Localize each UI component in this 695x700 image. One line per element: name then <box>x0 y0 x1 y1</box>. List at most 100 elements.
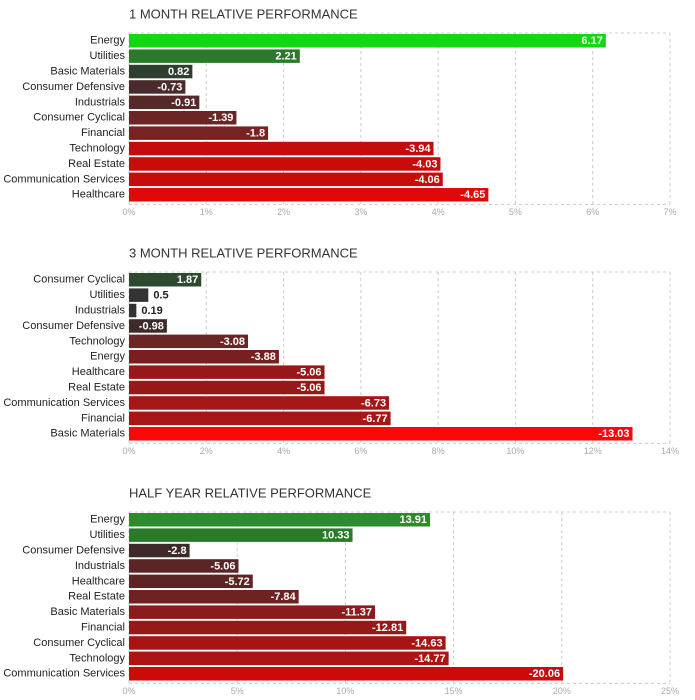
bar <box>129 636 446 650</box>
x-tick-label: 2% <box>277 207 290 217</box>
category-label: Real Estate <box>68 381 125 393</box>
value-label: -7.84 <box>271 591 297 603</box>
x-tick-label: 25% <box>661 686 679 696</box>
bar <box>129 172 443 187</box>
value-label: 0.5 <box>153 290 168 302</box>
x-tick-label: 6% <box>354 446 367 456</box>
value-label: -3.94 <box>405 143 431 155</box>
value-label: 0.82 <box>168 66 189 78</box>
category-label: Healthcare <box>72 366 125 378</box>
category-label: Consumer Cyclical <box>33 112 125 124</box>
bar <box>129 651 449 666</box>
bar <box>129 528 353 542</box>
category-label: Consumer Cyclical <box>33 274 125 286</box>
bar <box>129 396 390 410</box>
category-label: Utilities <box>90 529 126 541</box>
x-tick-label: 12% <box>584 446 602 456</box>
category-label: Real Estate <box>68 158 125 170</box>
value-label: -3.88 <box>251 351 276 363</box>
value-label: -6.73 <box>361 397 386 409</box>
bar <box>129 667 564 681</box>
x-tick-label: 6% <box>586 207 599 217</box>
value-label: -0.98 <box>139 320 164 332</box>
category-label: Healthcare <box>72 189 125 201</box>
category-label: Industrials <box>75 96 126 108</box>
value-label: -0.73 <box>157 81 182 93</box>
bar <box>129 95 200 110</box>
bar <box>129 350 279 364</box>
x-tick-label: 3% <box>354 207 367 217</box>
category-label: Technology <box>69 142 125 154</box>
value-label: 13.91 <box>399 514 427 526</box>
category-label: Technology <box>69 652 125 664</box>
chart-title: HALF YEAR RELATIVE PERFORMANCE <box>129 485 372 500</box>
x-tick-label: 7% <box>663 207 676 217</box>
x-tick-label: 14% <box>661 446 679 456</box>
bar <box>129 620 407 635</box>
x-tick-label: 10% <box>506 446 524 456</box>
chart-title: 1 MONTH RELATIVE PERFORMANCE <box>129 6 358 21</box>
value-label: -14.63 <box>411 637 442 649</box>
category-label: Consumer Defensive <box>22 81 125 93</box>
value-label: -12.81 <box>372 622 403 634</box>
value-label: -11.37 <box>341 607 372 619</box>
x-tick-label: 20% <box>553 686 571 696</box>
category-label: Communication Services <box>3 668 125 680</box>
x-tick-label: 5% <box>509 207 522 217</box>
category-label: Utilities <box>90 50 126 62</box>
value-label: 6.17 <box>581 35 602 47</box>
chart-title: 3 MONTH RELATIVE PERFORMANCE <box>129 245 358 260</box>
category-label: Financial <box>81 127 125 139</box>
bar <box>129 141 434 156</box>
bar <box>129 34 606 48</box>
value-label: -1.8 <box>246 128 265 140</box>
x-tick-label: 0% <box>122 686 135 696</box>
category-label: Energy <box>90 514 125 526</box>
bar <box>129 574 253 589</box>
bar <box>129 319 167 333</box>
bar <box>129 365 325 379</box>
bar <box>129 543 190 558</box>
category-label: Communication Services <box>3 173 125 185</box>
value-label: -14.77 <box>414 653 445 665</box>
category-label: Communication Services <box>3 397 125 409</box>
value-label: 2.21 <box>275 51 296 63</box>
x-tick-label: 0% <box>122 207 135 217</box>
category-label: Consumer Defensive <box>22 544 125 556</box>
bar <box>129 273 202 287</box>
bar <box>129 427 633 441</box>
bar <box>129 157 441 171</box>
category-label: Utilities <box>90 289 126 301</box>
value-label: -4.65 <box>460 189 485 201</box>
bar <box>129 334 249 349</box>
bar <box>129 380 325 395</box>
bar <box>129 188 489 202</box>
value-label: -0.91 <box>171 97 196 109</box>
category-label: Financial <box>81 621 125 633</box>
category-label: Consumer Defensive <box>22 320 125 332</box>
bar <box>129 559 239 573</box>
value-label: -2.8 <box>168 545 187 557</box>
category-label: Real Estate <box>68 591 125 603</box>
bar <box>129 605 376 619</box>
bar <box>129 64 193 79</box>
value-label: -13.03 <box>598 428 629 440</box>
bar <box>129 513 431 527</box>
category-label: Industrials <box>75 560 126 572</box>
category-label: Basic Materials <box>50 428 125 440</box>
value-label: -5.72 <box>225 576 250 588</box>
value-label: -3.08 <box>220 336 245 348</box>
category-label: Energy <box>90 351 125 363</box>
x-tick-label: 1% <box>200 207 213 217</box>
value-label: -5.06 <box>296 367 321 379</box>
bar <box>129 303 137 318</box>
x-tick-label: 4% <box>432 207 445 217</box>
value-label: 1.87 <box>177 274 198 286</box>
bar <box>129 288 149 302</box>
value-label: -4.03 <box>412 158 437 170</box>
value-label: 0.19 <box>141 305 162 317</box>
category-label: Healthcare <box>72 575 125 587</box>
category-label: Industrials <box>75 304 126 316</box>
bar <box>129 126 269 140</box>
